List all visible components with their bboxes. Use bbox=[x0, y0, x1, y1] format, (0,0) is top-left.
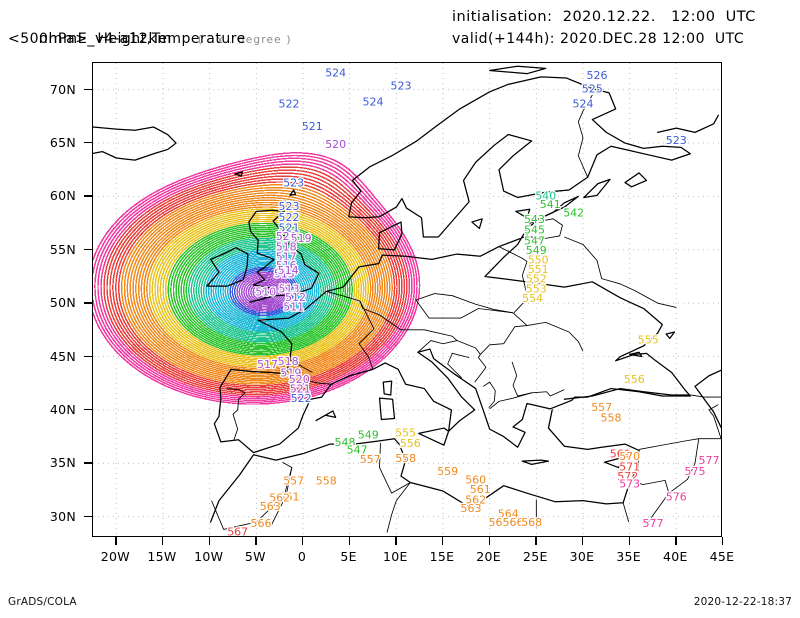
y-axis-tick bbox=[84, 249, 92, 250]
y-axis-tick bbox=[84, 89, 92, 90]
contour-label: 524 bbox=[573, 98, 594, 111]
x-axis-tick bbox=[349, 537, 350, 545]
contour-label: 577 bbox=[699, 454, 720, 467]
x-axis-label: 35E bbox=[606, 549, 652, 564]
x-axis-label: 30E bbox=[559, 549, 605, 564]
x-axis-tick bbox=[255, 537, 256, 545]
x-axis-label: 20W bbox=[92, 549, 138, 564]
x-axis-label: 15E bbox=[419, 549, 465, 564]
contour-label: 563 bbox=[260, 500, 281, 513]
y-axis-tick bbox=[84, 409, 92, 410]
contour-label: 557 bbox=[360, 453, 381, 466]
header-left-block: nmmE_v4-a12km( . x . degree ) <500hPa> H… bbox=[8, 6, 292, 50]
initialisation-label: initialisation: 2020.12.22. 12:00 UTC bbox=[452, 6, 756, 28]
contour-label: 558 bbox=[316, 474, 337, 487]
contour-label: 563 bbox=[461, 502, 482, 515]
x-axis-tick bbox=[722, 537, 723, 545]
contour-label: 520 bbox=[325, 138, 346, 151]
contour-label: 511 bbox=[283, 300, 304, 313]
contour-label: 558 bbox=[601, 411, 622, 424]
x-axis-label: 20E bbox=[466, 549, 512, 564]
contour-label: 525 bbox=[582, 83, 603, 96]
y-axis-tick bbox=[84, 142, 92, 143]
x-axis-label: 15W bbox=[139, 549, 185, 564]
y-axis-label: 55N bbox=[30, 242, 76, 257]
contour-label: 557 bbox=[283, 474, 304, 487]
x-axis-tick bbox=[629, 537, 630, 545]
render-timestamp: 2020-12-22-18:37 bbox=[694, 596, 792, 608]
contour-label: 555 bbox=[638, 334, 659, 347]
x-axis-tick bbox=[395, 537, 396, 545]
x-axis-tick bbox=[489, 537, 490, 545]
contour-label: 568 bbox=[521, 516, 542, 529]
y-axis-label: 40N bbox=[30, 402, 76, 417]
contour-label: 556 bbox=[400, 437, 421, 450]
y-axis-label: 65N bbox=[30, 135, 76, 150]
x-axis-label: 0 bbox=[279, 549, 325, 564]
valid-time-label: valid(+144h): 2020.DEC.28 12:00 UTC bbox=[452, 28, 756, 50]
plot-frame: 524 523 526 525 524 523 522 524 521 520 523 523 522 5… bbox=[92, 62, 722, 537]
contour-label: 524 bbox=[363, 96, 384, 109]
header-right-block: initialisation: 2020.12.22. 12:00 UTC va… bbox=[452, 6, 756, 50]
contour-label: 577 bbox=[643, 517, 664, 530]
y-axis-tick bbox=[84, 516, 92, 517]
contour-label: 540 bbox=[535, 189, 556, 202]
contour-label: 523 bbox=[391, 80, 412, 93]
contour-label: 510 bbox=[255, 286, 276, 299]
producer-label: GrADS/COLA bbox=[8, 596, 77, 608]
x-axis-tick bbox=[535, 537, 536, 545]
x-axis-tick bbox=[302, 537, 303, 545]
y-axis-label: 30N bbox=[30, 509, 76, 524]
chart-header: nmmE_v4-a12km( . x . degree ) <500hPa> H… bbox=[0, 0, 800, 58]
contour-label: 559 bbox=[437, 465, 458, 478]
contour-label: 567 bbox=[227, 526, 248, 537]
contour-label: 566 bbox=[251, 517, 272, 530]
y-axis-label: 50N bbox=[30, 295, 76, 310]
contour-label: 523 bbox=[666, 134, 687, 147]
y-axis-tick bbox=[84, 462, 92, 463]
contour-label: 558 bbox=[395, 452, 416, 465]
y-axis-label: 35N bbox=[30, 455, 76, 470]
contour-label: 542 bbox=[563, 207, 584, 220]
x-axis-label: 25E bbox=[512, 549, 558, 564]
x-axis-label: 40E bbox=[652, 549, 698, 564]
y-axis-label: 60N bbox=[30, 188, 76, 203]
contour-label: 521 bbox=[302, 120, 323, 133]
header-model-line: nmmE_v4-a12km( . x . degree ) bbox=[8, 6, 292, 28]
x-axis-tick bbox=[115, 537, 116, 545]
y-axis-tick bbox=[84, 302, 92, 303]
contour-label: 522 bbox=[291, 392, 312, 405]
x-axis-label: 10W bbox=[186, 549, 232, 564]
y-axis-tick bbox=[84, 356, 92, 357]
x-axis-label: 5E bbox=[326, 549, 372, 564]
x-axis-label: 45E bbox=[699, 549, 745, 564]
contour-label: 517 bbox=[257, 358, 278, 371]
contour-label: 556 bbox=[624, 373, 645, 386]
x-axis-tick bbox=[162, 537, 163, 545]
x-axis-tick bbox=[582, 537, 583, 545]
contour-label: 524 bbox=[325, 67, 346, 80]
y-axis-label: 70N bbox=[30, 82, 76, 97]
x-axis-tick bbox=[675, 537, 676, 545]
contour-label: 526 bbox=[587, 69, 608, 82]
y-axis-label: 45N bbox=[30, 349, 76, 364]
contour-label: 514 bbox=[278, 264, 299, 277]
contour-label: 523 bbox=[283, 177, 304, 190]
contour-label: 549 bbox=[358, 429, 379, 442]
contour-label: 576 bbox=[666, 490, 687, 503]
contour-label: 573 bbox=[619, 478, 640, 491]
y-axis-tick bbox=[84, 195, 92, 196]
map-plot-area: 524 523 526 525 524 523 522 524 521 520 523 523 522 5… bbox=[92, 62, 722, 537]
x-axis-label: 10E bbox=[372, 549, 418, 564]
x-axis-label: 5W bbox=[232, 549, 278, 564]
contour-label: 522 bbox=[279, 98, 300, 111]
x-axis-tick bbox=[209, 537, 210, 545]
x-axis-tick bbox=[442, 537, 443, 545]
contour-label: 554 bbox=[522, 292, 543, 305]
